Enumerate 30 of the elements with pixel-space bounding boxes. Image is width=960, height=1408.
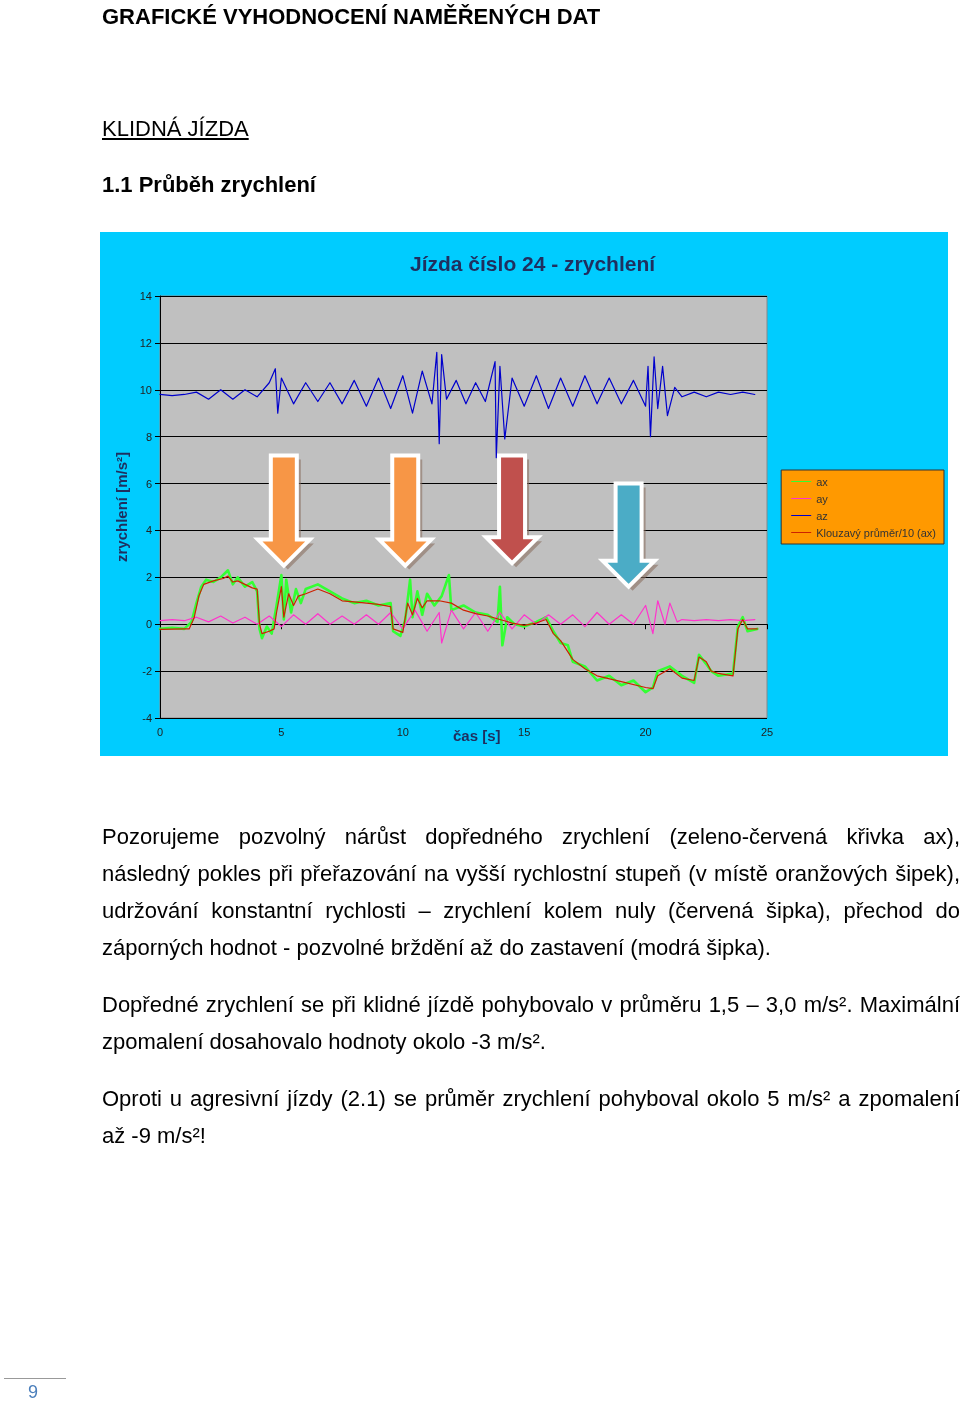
text: GRAFICKÉ VYHODNOCENÍ NAMĚŘENÝCH DAT [102,4,601,30]
text: Dopředné zrychlení se při klidné jízdě pohybovalo v průměru 1,5 – 3,0 m/s². Maximální zpomalení dosahovalo hodnoty okolo -3 m/s². [102,991,960,1056]
chart-title: Jízda číslo 24 - zrychlení [410,252,657,275]
legend-label: az [816,509,828,522]
y-tick-label: 12 [139,336,152,349]
legend-label: ay [816,492,829,505]
y-tick-label: 14 [139,290,152,302]
text: 9 [28,1382,39,1403]
y-tick-label: -4 [142,712,152,724]
x-tick-label: 5 [278,725,285,738]
text: KLIDNÁ JÍZDA [102,116,249,142]
y-tick-label: 8 [145,430,152,443]
text: Oproti u agresivní jízdy (2.1) se průměr zrychlení pohyboval okolo 5 m/s² a zpomalení až -9 m/s²! [102,1085,960,1150]
text: 1.1 Průběh zrychlení [102,172,316,198]
x-tick-label: 25 [760,725,774,738]
x-tick-label: 15 [518,725,531,738]
x-tick-label: 0 [156,725,164,738]
y-tick-label: -2 [142,665,152,678]
legend-label: ax [816,475,829,488]
y-tick-label: 6 [145,477,152,490]
y-axis-title: zrychlení [m/s²] [112,451,130,563]
text: Pozorujeme pozvolný nárůst dopředného zrychlení (zeleno-červená křivka ax), následný pokles při přeřazování na vyšší rychlostní stupeň (v místě oranžových šipek), udržování konstantní rychlosti – zrychlení kolem nuly (červená šipka), přechod do záporných hodnot - pozvolné brždění až do zastavení (modrá šipka). [102,823,960,962]
y-tick-label: 4 [145,524,152,537]
y-tick-label: 0 [145,618,152,631]
y-tick-label: 10 [139,383,152,396]
legend-label: Klouzavý průměr/10 (ax) [816,526,936,539]
x-tick-label: 10 [396,725,409,738]
x-tick-label: 20 [639,725,652,738]
x-axis-title: čas [s] [453,727,501,744]
y-tick-label: 2 [145,571,152,584]
